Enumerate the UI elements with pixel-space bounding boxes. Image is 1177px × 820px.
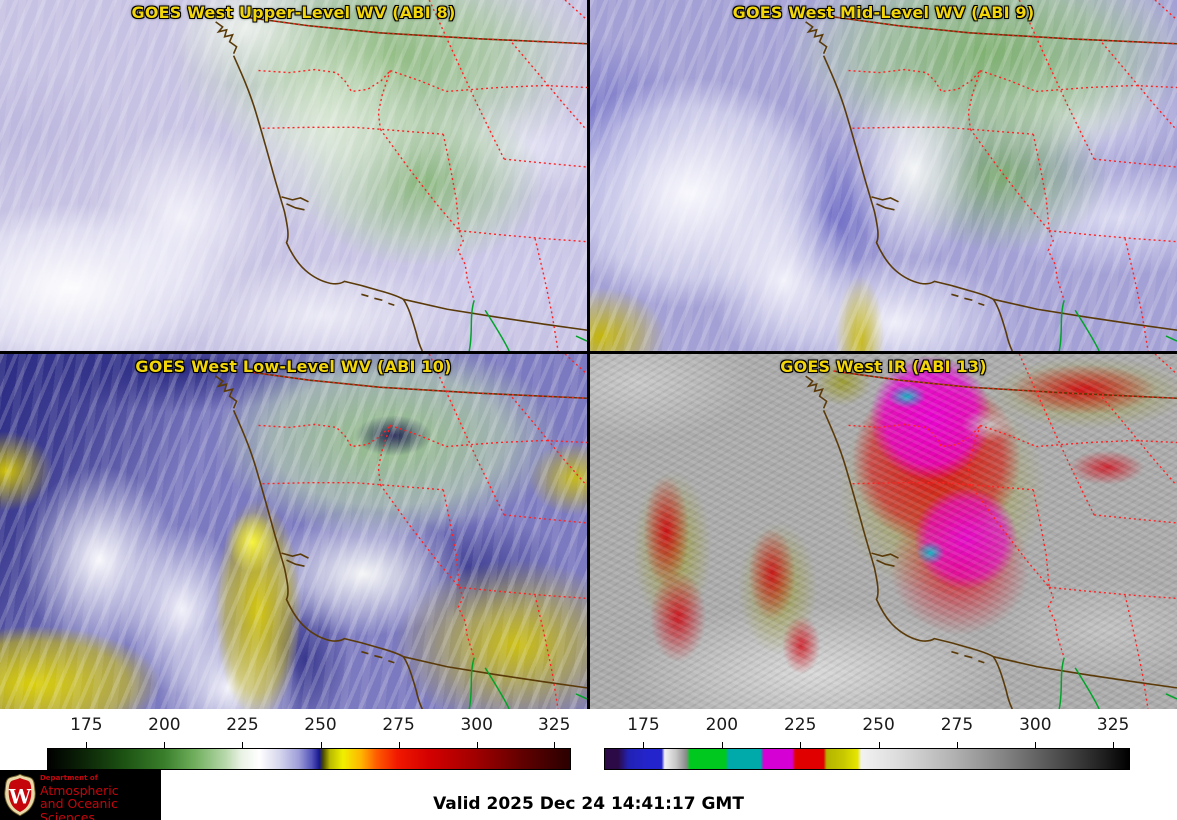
tick-mark <box>1113 742 1115 748</box>
panel-ir-image: GOES West IR (ABI 13) <box>590 354 1177 709</box>
panel-upper-level-wv-image: GOES West Upper-Level WV (ABI 8) <box>0 0 587 351</box>
panel-title-low-wv: GOES West Low-Level WV (ABI 10) <box>135 357 452 376</box>
tick-mark <box>554 742 556 748</box>
logo-text: Department of Atmospheric and Oceanic Sc… <box>40 774 161 820</box>
wv-color-scale <box>47 748 571 770</box>
wv-tick-label: 325 <box>537 715 571 735</box>
tick-mark <box>398 742 400 748</box>
wv-tick-label: 175 <box>70 715 103 735</box>
map-borders-overlay <box>804 0 1177 351</box>
satellite-panel-grid: GOES West Upper-Level WV (ABI 8) GOES We… <box>0 0 1177 709</box>
tick-mark <box>320 742 322 748</box>
uw-crest-icon: W <box>4 773 36 817</box>
ir-tick-label: 225 <box>783 715 817 735</box>
panel-title-ir: GOES West IR (ABI 13) <box>780 357 987 376</box>
wv-tick-label: 200 <box>148 715 181 735</box>
wv-tick-label: 275 <box>382 715 415 735</box>
tick-mark <box>643 742 645 748</box>
logo-name-line1: Atmospheric <box>40 783 119 799</box>
tick-mark <box>878 742 880 748</box>
colorbar-water-vapor: 175 200 225 250 275 300 325 <box>47 709 571 779</box>
uw-aos-logo: W Department of Atmospheric and Oceanic … <box>0 770 161 820</box>
panel-mid-level-wv-image: GOES West Mid-Level WV (ABI 9) <box>590 0 1177 351</box>
panel-title-mid-wv: GOES West Mid-Level WV (ABI 9) <box>732 3 1035 22</box>
ir-tick-label: 200 <box>705 715 739 735</box>
panel-low-level-wv-image: GOES West Low-Level WV (ABI 10) <box>0 354 587 709</box>
ir-tick-label: 325 <box>1096 715 1130 735</box>
colorbar-infrared: 175 200 225 250 275 300 325 <box>604 709 1130 779</box>
ir-tick-label: 175 <box>627 715 660 735</box>
wv-tick-label: 300 <box>460 715 493 735</box>
map-borders-overlay <box>804 354 1177 709</box>
tick-mark <box>164 742 166 748</box>
tick-mark <box>86 742 88 748</box>
valid-timestamp: Valid 2025 Dec 24 14:41:17 GMT <box>433 794 744 814</box>
tick-mark <box>956 742 958 748</box>
tick-mark <box>721 742 723 748</box>
tick-mark <box>800 742 802 748</box>
ir-tick-label: 250 <box>862 715 895 735</box>
wv-tick-label: 250 <box>304 715 337 735</box>
ir-tick-label: 275 <box>940 715 974 735</box>
uw-monogram: W <box>8 784 32 808</box>
tick-mark <box>242 742 244 748</box>
footer: 175 200 225 250 275 300 325 175 200 225 … <box>0 709 1177 820</box>
panel-title-upper-wv: GOES West Upper-Level WV (ABI 8) <box>131 3 456 22</box>
wv-tick-label: 225 <box>226 715 259 735</box>
map-borders-overlay <box>214 0 587 351</box>
tick-mark <box>1035 742 1037 748</box>
ir-color-scale <box>604 748 1130 770</box>
logo-dept-line: Department of <box>40 774 98 782</box>
ir-tick-label: 300 <box>1019 715 1052 735</box>
map-borders-overlay <box>214 354 587 709</box>
tick-mark <box>476 742 478 748</box>
logo-name-line2: and Oceanic Sciences <box>40 796 118 820</box>
